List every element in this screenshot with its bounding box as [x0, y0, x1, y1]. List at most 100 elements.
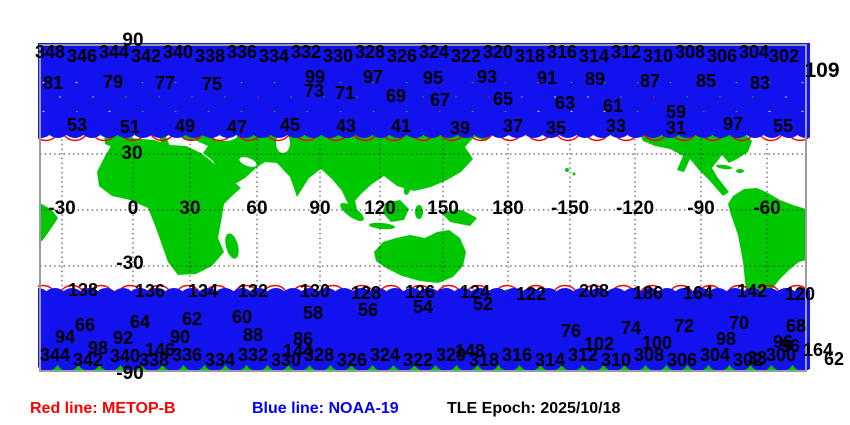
orbit-number-label: 308 — [675, 42, 705, 62]
landmass-madagascar — [225, 233, 239, 259]
landmass-hawaii-1 — [565, 168, 569, 172]
orbit-number-label: 208 — [579, 281, 609, 301]
legend-metop-b: Red line: METOP-B — [30, 400, 176, 417]
orbit-number-label: 60 — [232, 307, 252, 327]
orbit-number-label: 332 — [291, 42, 321, 62]
orbit-number-label: 338 — [195, 46, 225, 66]
orbit-number-label: 138 — [68, 280, 98, 300]
orbit-number-label: 93 — [477, 67, 497, 87]
landmass-italy — [157, 132, 176, 156]
orbit-number-label: 306 — [707, 46, 737, 66]
orbit-number-label: 94 — [55, 327, 75, 347]
landmass-philippines-south — [403, 185, 411, 195]
orbit-number-label: 300 — [766, 345, 796, 365]
latitude-label: 30 — [121, 143, 142, 164]
orbit-number-label: 130 — [300, 281, 330, 301]
landmass-new-guinea — [441, 210, 477, 226]
orbit-number-label: 186 — [633, 283, 663, 303]
orbit-number-label: 322 — [451, 46, 481, 66]
orbit-number-label: 340 — [163, 42, 193, 62]
orbit-number-label: 340 — [110, 346, 140, 366]
landmass-borneo — [383, 200, 409, 222]
landmass-java — [369, 222, 395, 230]
orbit-number-label: 53 — [67, 115, 87, 135]
latitude-label: 0 — [128, 198, 139, 219]
orbit-number-label: 122 — [516, 284, 546, 304]
orbit-number-label: 98 — [88, 338, 108, 358]
orbit-number-label: 148 — [455, 341, 485, 361]
orbit-number-label: 89 — [585, 69, 605, 89]
orbit-number-label: 164 — [683, 283, 713, 303]
longitude-label: 150 — [427, 198, 459, 219]
bottom-band-noaa-blue-swaths — [38, 288, 810, 371]
orbit-number-label: 62 — [182, 309, 202, 329]
orbit-number-label: 334 — [259, 46, 289, 66]
orbit-number-label: 86 — [293, 329, 313, 349]
orbit-number-label: 330 — [271, 350, 301, 370]
orbit-number-label: 128 — [351, 283, 381, 303]
landmass-south-america-west-sliver — [40, 203, 58, 242]
orbit-number-label: 69 — [386, 86, 406, 106]
orbit-number-label: 164 — [803, 340, 833, 360]
orbit-number-label: 346 — [67, 46, 97, 66]
orbit-number-label: 342 — [73, 350, 103, 370]
longitude-label: -60 — [753, 198, 780, 219]
orbit-number-label: 322 — [403, 350, 433, 370]
orbit-number-label: 308 — [634, 345, 664, 365]
orbit-number-label: 73 — [304, 81, 324, 101]
orbit-number-label: 316 — [502, 345, 532, 365]
orbit-number-label: 85 — [696, 71, 716, 91]
longitude-label: -30 — [48, 198, 75, 219]
plot-border — [39, 44, 807, 372]
orbit-number-label: 88 — [243, 325, 263, 345]
orbit-number-label: 142 — [737, 281, 767, 301]
longitude-label: 120 — [364, 198, 396, 219]
landmass-cuba — [716, 164, 732, 170]
landmass-sumatra — [340, 202, 364, 222]
orbit-number-label: 61 — [603, 96, 623, 116]
orbit-number-label: 310 — [643, 46, 673, 66]
orbit-number-label: 55 — [773, 116, 793, 136]
orbit-number-label: 71 — [335, 83, 355, 103]
orbit-number-label: 338 — [139, 350, 169, 370]
orbit-number-label: 83 — [750, 73, 770, 93]
orbit-number-label: 77 — [155, 73, 175, 93]
orbit-number-label: 310 — [601, 350, 631, 370]
orbit-number-label: 320 — [483, 42, 513, 62]
orbit-number-label: 70 — [729, 313, 749, 333]
orbit-number-label: 324 — [419, 42, 449, 62]
orbit-number-label: 38 — [747, 348, 767, 368]
orbit-number-label: 314 — [535, 350, 565, 370]
orbit-number-labels: 348 346 344 342 340 338 336 334 332 330 328 326 324 3… — [35, 42, 844, 370]
orbit-number-label: 320 — [436, 345, 466, 365]
orbit-number-label: 316 — [547, 42, 577, 62]
orbit-number-label: 37 — [503, 116, 523, 136]
orbit-number-label: 304 — [739, 42, 769, 62]
latitude-label: -30 — [116, 253, 143, 274]
orbit-number-label: 58 — [303, 303, 323, 323]
orbit-number-label: 318 — [469, 350, 499, 370]
orbit-number-label: 96 — [780, 336, 800, 356]
orbit-number-label: 136 — [135, 281, 165, 301]
orbit-number-label: 45 — [280, 115, 300, 135]
orbit-number-label: 312 — [568, 345, 598, 365]
orbit-number-label: 90 — [170, 327, 190, 347]
orbit-number-label: 72 — [674, 316, 694, 336]
axis-labels: -30 0 30 60 90 120 150 180 -150 -120 -90 -6090300-3… — [48, 30, 780, 384]
orbit-number-label: 39 — [450, 118, 470, 138]
orbit-number-label: 54 — [413, 297, 433, 317]
longitude-label: -90 — [687, 198, 714, 219]
orbit-number-label: 51 — [120, 117, 140, 137]
orbit-number-label: 126 — [405, 282, 435, 302]
orbit-number-label: 31 — [666, 118, 686, 138]
longitude-label: -120 — [616, 198, 654, 219]
orbit-number-label: 67 — [430, 90, 450, 110]
longitude-label: 60 — [246, 198, 267, 219]
orbit-number-label: 336 — [172, 345, 202, 365]
landmass-philippines-north — [398, 171, 406, 185]
orbit-number-label: 146 — [145, 340, 175, 360]
orbit-number-label: 134 — [188, 281, 218, 301]
orbit-number-label: 124 — [460, 282, 490, 302]
orbit-number-label: 91 — [537, 68, 557, 88]
